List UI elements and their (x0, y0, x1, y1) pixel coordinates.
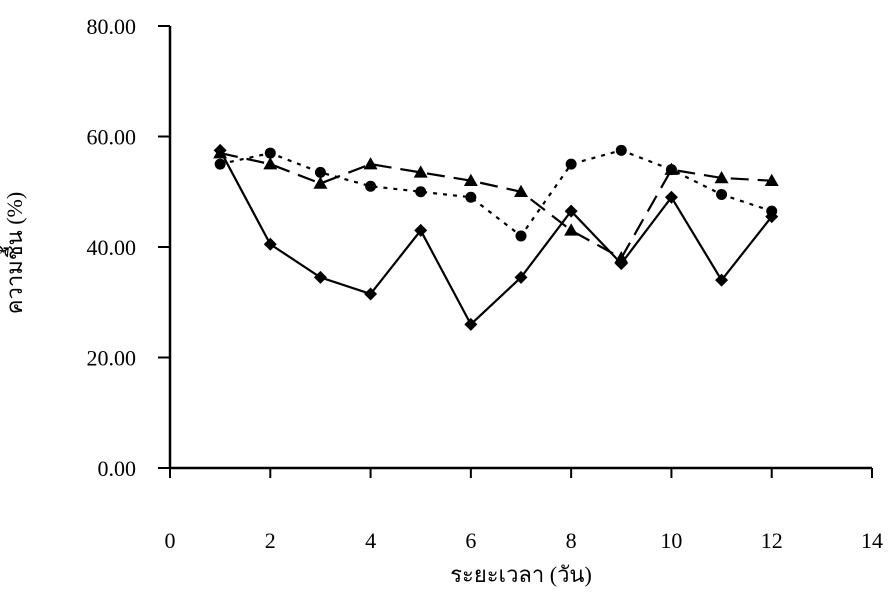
data-point-series-3 (615, 144, 627, 156)
data-point-series-1 (514, 270, 528, 284)
data-point-series-1 (464, 317, 478, 331)
data-point-series-2 (614, 251, 629, 264)
series-line-1 (219, 149, 773, 327)
data-point-series-1 (313, 270, 327, 284)
data-point-series-2 (363, 157, 378, 170)
data-point-series-3 (365, 180, 377, 192)
data-point-series-2 (463, 173, 478, 186)
data-point-series-3 (565, 158, 577, 170)
data-point-series-1 (664, 190, 678, 204)
x-tick-label: 10 (660, 528, 682, 553)
x-tick-label: 8 (566, 528, 577, 553)
y-tick-label: 0.00 (98, 456, 137, 481)
y-tick-label: 40.00 (87, 235, 137, 260)
x-axis-label: ระยะเวลา (วัน) (450, 562, 592, 587)
data-point-series-2 (564, 223, 579, 236)
y-tick-label: 60.00 (87, 125, 137, 150)
series-markers (213, 143, 779, 331)
data-point-series-3 (415, 186, 427, 198)
data-point-series-2 (213, 146, 228, 159)
data-point-series-3 (716, 189, 728, 201)
y-axis-label: ความชื้น (%) (0, 192, 27, 314)
data-point-series-1 (715, 273, 729, 287)
data-point-series-1 (564, 204, 578, 218)
y-tick-label: 20.00 (87, 346, 137, 371)
data-point-series-2 (263, 157, 278, 170)
x-tick-label: 0 (165, 528, 176, 553)
data-point-series-2 (413, 165, 428, 178)
x-tick-label: 2 (265, 528, 276, 553)
ticks: 0 2 4 6 8 10 12 14 0.00 20.00 40.00 60.00 80.00 (87, 14, 884, 553)
x-tick-label: 12 (761, 528, 783, 553)
data-point-series-3 (264, 147, 276, 159)
x-tick-label: 4 (365, 528, 376, 553)
x-tick-label: 6 (465, 528, 476, 553)
data-point-series-2 (313, 176, 328, 189)
x-tick-label: 14 (861, 528, 883, 553)
data-point-series-3 (314, 166, 326, 178)
series-lines (219, 149, 773, 327)
data-point-series-2 (764, 173, 779, 186)
data-point-series-2 (514, 184, 528, 197)
series-line-2 (219, 152, 772, 260)
data-point-series-3 (515, 230, 527, 242)
y-tick-label: 80.00 (87, 14, 137, 39)
series-line-3 (219, 149, 773, 238)
data-point-series-3 (665, 164, 677, 176)
data-point-series-3 (465, 191, 477, 203)
data-point-series-2 (714, 170, 729, 184)
data-point-series-3 (766, 205, 778, 217)
data-point-series-1 (364, 287, 378, 301)
data-point-series-1 (263, 237, 277, 251)
data-point-series-1 (414, 223, 428, 237)
data-point-series-3 (214, 158, 226, 170)
